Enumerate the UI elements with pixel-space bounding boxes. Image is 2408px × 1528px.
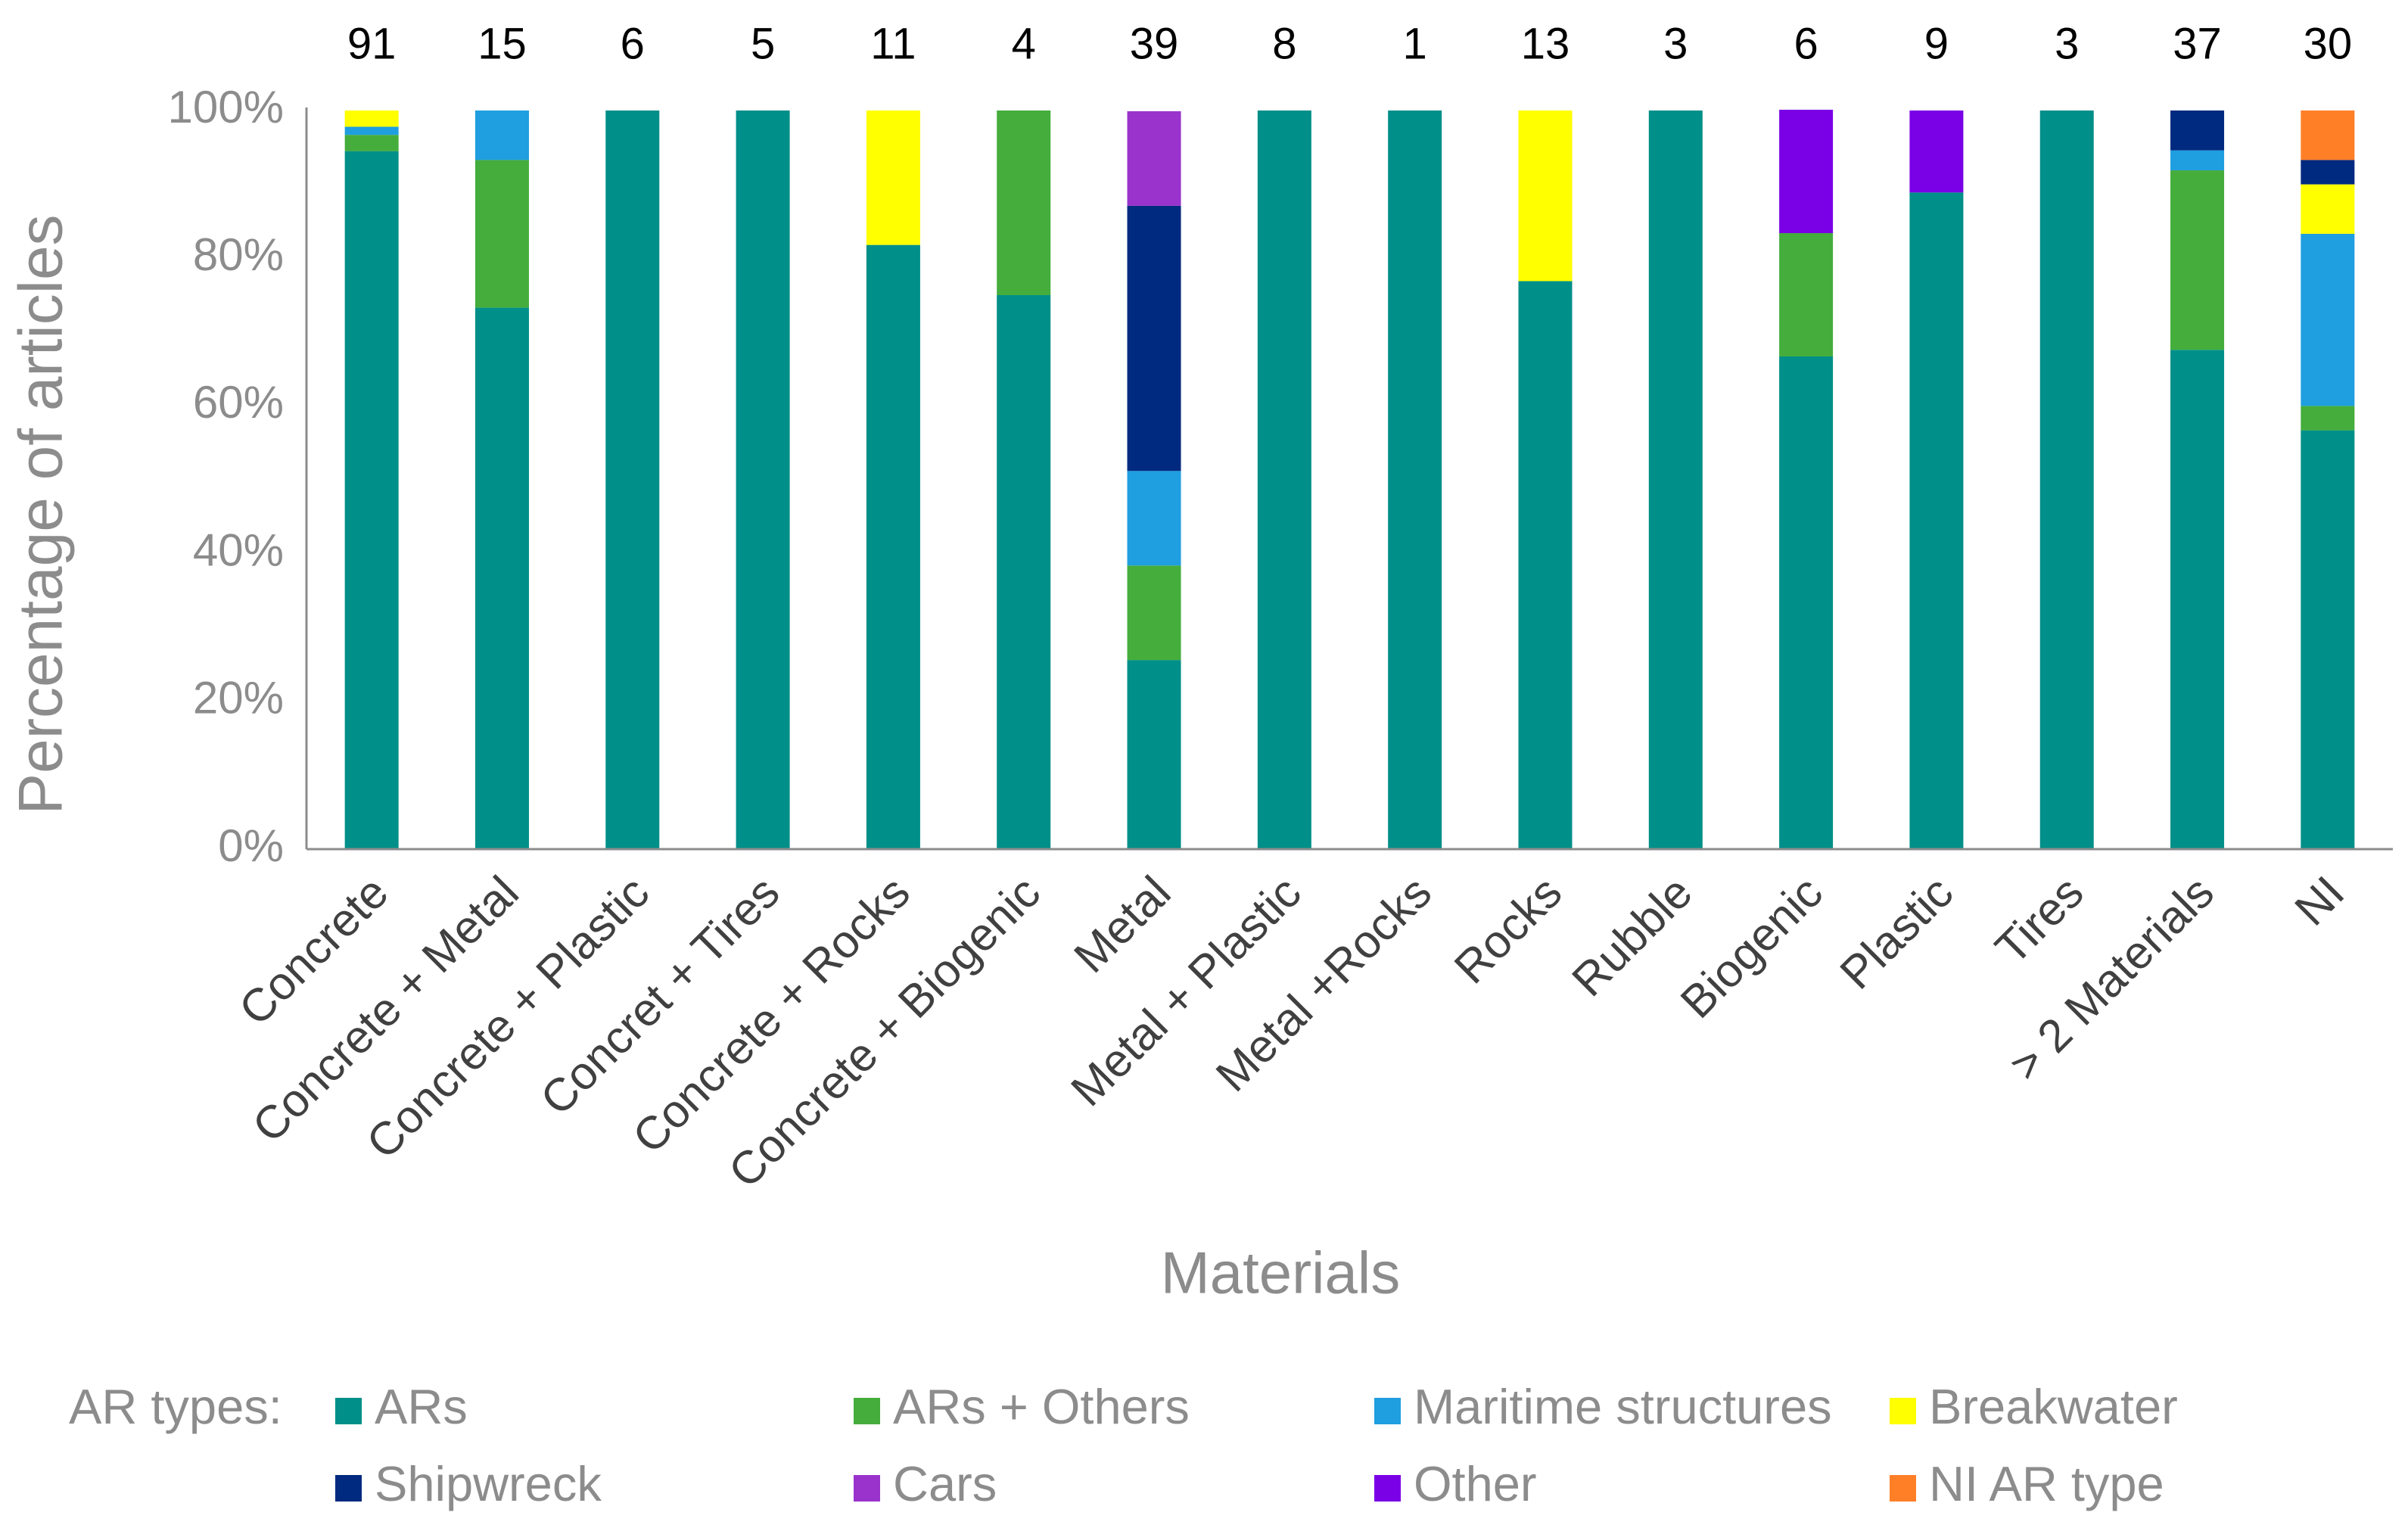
bar-segment xyxy=(2170,350,2225,849)
bar-segment xyxy=(2301,160,2355,185)
bar-segment xyxy=(2170,170,2225,350)
bar-segment xyxy=(2170,150,2225,171)
bar-label: 3 xyxy=(1663,19,1688,68)
bar-label: 5 xyxy=(751,19,775,68)
bar-segment xyxy=(344,135,399,151)
bar-segment xyxy=(736,110,790,849)
x-tick-label: Rocks xyxy=(1445,867,1572,994)
legend-swatch xyxy=(1890,1398,1916,1424)
bar-label: 37 xyxy=(2173,19,2222,68)
x-tick-label: Biogenic xyxy=(1671,867,1833,1029)
legend-swatch xyxy=(335,1398,362,1424)
bar-segment xyxy=(1779,233,1834,357)
legend-label: Cars xyxy=(893,1456,997,1511)
bar-segment xyxy=(866,244,920,850)
bar-segment xyxy=(1779,110,1834,234)
legend-label: Shipwreck xyxy=(375,1456,602,1511)
y-axis-title: Percentage of articles xyxy=(7,214,76,814)
y-tick-label: 40% xyxy=(193,524,284,575)
legend-label: Maritime structures xyxy=(1414,1379,1832,1434)
x-tick-label: Metal + Plastic xyxy=(1061,867,1311,1116)
bar-segment xyxy=(605,110,660,849)
bar-segment xyxy=(2039,110,2094,849)
legend-title: AR types: xyxy=(69,1379,282,1434)
legend-swatch xyxy=(1890,1475,1916,1502)
legend-swatch xyxy=(1374,1398,1401,1424)
legend-swatch xyxy=(854,1398,880,1424)
y-tick-label: 20% xyxy=(193,673,284,724)
bar-label: 6 xyxy=(1794,19,1818,68)
bar-segment xyxy=(997,295,1051,849)
bar-segment xyxy=(474,307,529,849)
bar-label: 3 xyxy=(2055,19,2079,68)
bar-segment xyxy=(1388,110,1442,849)
bar-segment xyxy=(1909,110,1964,193)
bar-label: 4 xyxy=(1012,19,1036,68)
x-tick-label: Metal xyxy=(1064,867,1181,983)
bar-segment xyxy=(2301,233,2355,406)
bar-label: 11 xyxy=(870,19,916,68)
bar-segment xyxy=(1648,110,1703,849)
bar-label: 6 xyxy=(621,19,645,68)
legend-label: Other xyxy=(1414,1456,1537,1511)
bar-label: 1 xyxy=(1403,19,1427,68)
bar-segment xyxy=(474,160,529,308)
bar-segment xyxy=(2301,184,2355,234)
bar-segment xyxy=(2170,110,2225,151)
bar-label: 8 xyxy=(1272,19,1296,68)
legend-swatch xyxy=(854,1475,880,1502)
bar-label: 13 xyxy=(1521,19,1570,68)
bar-segment xyxy=(344,126,399,135)
legend-swatch xyxy=(335,1475,362,1502)
y-tick-label: 100% xyxy=(168,82,284,132)
bar-segment xyxy=(2301,430,2355,849)
y-tick-label: 0% xyxy=(218,820,284,871)
bar-segment xyxy=(1127,205,1181,471)
bar-label: 9 xyxy=(1924,19,1949,68)
legend-label: Breakwater xyxy=(1929,1379,2178,1434)
x-tick-label: NI xyxy=(2285,867,2354,935)
bar-segment xyxy=(1257,110,1311,849)
bar-segment xyxy=(1127,660,1181,849)
bar-segment xyxy=(1127,565,1181,661)
bar-segment xyxy=(2301,110,2355,160)
bar-label: 30 xyxy=(2304,19,2353,68)
bar-segment xyxy=(1909,192,1964,849)
bar-label: 15 xyxy=(478,19,527,68)
legend-swatch xyxy=(1374,1475,1401,1502)
bar-segment xyxy=(474,110,529,160)
x-axis-title: Materials xyxy=(1161,1240,1400,1306)
bar-segment xyxy=(1779,356,1834,849)
bar-segment xyxy=(1127,471,1181,566)
legend-label: NI AR type xyxy=(1929,1456,2164,1511)
bar-label: 39 xyxy=(1130,19,1179,68)
x-tick-label: Tires xyxy=(1985,867,2092,974)
legend-label: ARs + Others xyxy=(893,1379,1190,1434)
bar-segment xyxy=(1127,110,1181,206)
legend-label: ARs xyxy=(375,1379,468,1434)
bar-label: 91 xyxy=(347,19,397,68)
bar-segment xyxy=(997,110,1051,295)
bar-segment xyxy=(866,110,920,245)
x-tick-label: Concret + Tires xyxy=(530,867,789,1125)
y-tick-label: 60% xyxy=(193,377,284,428)
bar-segment xyxy=(344,151,399,849)
y-tick-label: 80% xyxy=(193,229,284,280)
bar-segment xyxy=(2301,406,2355,431)
bar-segment xyxy=(1518,281,1573,849)
bar-segment xyxy=(1518,110,1573,282)
bar-segment xyxy=(344,110,399,127)
x-tick-label: Plastic xyxy=(1830,867,1962,999)
